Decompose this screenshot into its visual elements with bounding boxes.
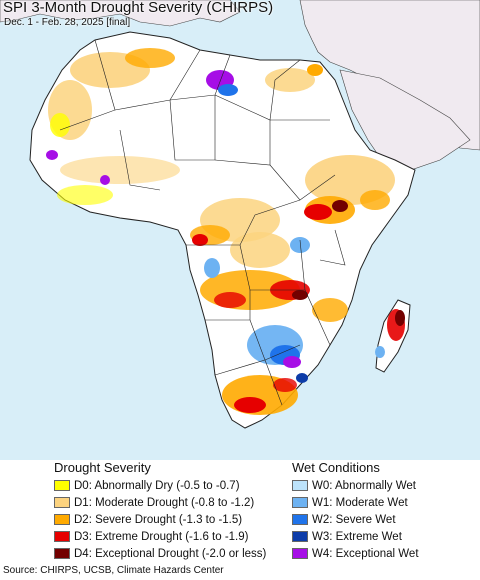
drought-legend: Drought Severity D0: Abnormally Dry (-0.… [54,460,266,562]
legend-swatch [292,548,308,559]
legend-item-d0: D0: Abnormally Dry (-0.5 to -0.7) [54,477,266,494]
arabian-peninsula [339,69,471,173]
legend-swatch [292,514,308,525]
legend-item-w0: W0: Abnormally Wet [292,477,419,494]
drought-map: SPI 3-Month Drought Severity (CHIRPS) De… [0,0,480,460]
legend-label: D4: Exceptional Drought (-2.0 or less) [74,547,267,560]
country-borders [59,39,346,406]
legend-label: W1: Moderate Wet [312,496,408,509]
legend-label: D2: Severe Drought (-1.3 to -1.5) [74,513,243,526]
legend-swatch [54,480,70,491]
map-title: SPI 3-Month Drought Severity (CHIRPS) [3,0,274,16]
source-credit: Source: CHIRPS, UCSB, Climate Hazards Ce… [3,565,224,576]
legend-swatch [54,548,70,559]
legend-label: W2: Severe Wet [312,513,396,526]
drought-legend-heading: Drought Severity [54,460,151,475]
legend-swatch [292,480,308,491]
legend-label: D3: Extreme Drought (-1.6 to -1.9) [74,530,249,543]
legend: Drought Severity D0: Abnormally Dry (-0.… [0,460,480,562]
map-subtitle: Dec. 1 - Feb. 28, 2025 [final] [4,17,131,28]
wet-legend-heading: Wet Conditions [292,460,380,475]
legend-swatch [54,514,70,525]
europe-landmass [0,0,241,27]
legend-item-w4: W4: Exceptional Wet [292,545,419,562]
legend-label: D1: Moderate Drought (-0.8 to -1.2) [74,496,255,509]
legend-swatch [54,497,70,508]
legend-swatch [292,497,308,508]
legend-label: W4: Exceptional Wet [312,547,419,560]
legend-label: W0: Abnormally Wet [312,479,416,492]
legend-item-d1: D1: Moderate Drought (-0.8 to -1.2) [54,494,266,511]
legend-item-d3: D3: Extreme Drought (-1.6 to -1.9) [54,528,266,545]
legend-label: D0: Abnormally Dry (-0.5 to -0.7) [74,479,240,492]
legend-item-w3: W3: Extreme Wet [292,528,419,545]
legend-item-d2: D2: Severe Drought (-1.3 to -1.5) [54,511,266,528]
wet-legend: Wet Conditions W0: Abnormally Wet W1: Mo… [292,460,419,562]
legend-item-d4: D4: Exceptional Drought (-2.0 or less) [54,545,266,562]
wet-patches [46,70,385,383]
legend-item-w2: W2: Severe Wet [292,511,419,528]
legend-swatch [54,531,70,542]
drought-patches [48,48,405,415]
legend-swatch [292,531,308,542]
legend-item-w1: W1: Moderate Wet [292,494,419,511]
legend-label: W3: Extreme Wet [312,530,402,543]
